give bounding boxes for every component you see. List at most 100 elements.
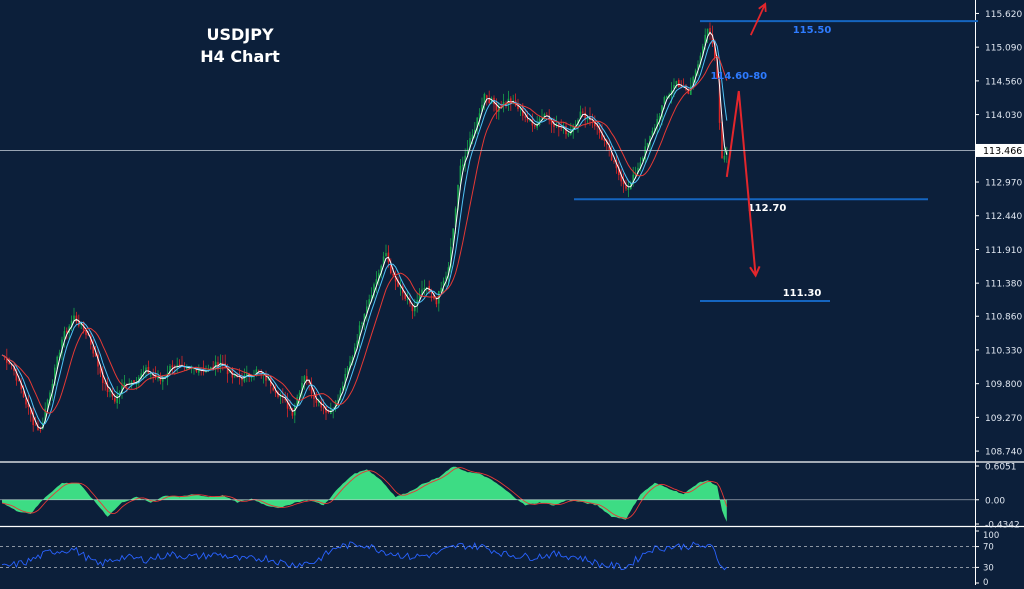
candle-body	[661, 105, 663, 118]
candle-body	[440, 287, 442, 293]
candle-body	[610, 151, 613, 161]
candle-body	[296, 397, 298, 407]
level-label-112.70: 112.70	[748, 203, 787, 214]
candle-body	[711, 34, 714, 44]
candle-body	[574, 124, 577, 126]
candle-body	[301, 382, 303, 393]
current-price-label: 113.466	[983, 146, 1022, 157]
candle-body	[106, 384, 109, 393]
candle-body	[459, 165, 462, 184]
candle-body	[13, 365, 15, 371]
candle-body	[327, 411, 330, 413]
candle-body	[414, 306, 416, 312]
candle-body	[286, 398, 289, 409]
candle-body	[397, 280, 399, 287]
candle-body	[118, 392, 121, 396]
rsi-tick-label: 70	[983, 543, 994, 553]
candle-body	[639, 162, 642, 169]
candle-body	[339, 390, 342, 400]
breakout-arrow	[749, 3, 767, 36]
candle-body	[658, 116, 661, 121]
candle-body	[361, 322, 363, 325]
candle-body	[488, 99, 490, 103]
candle-body	[714, 43, 716, 59]
candle-body	[140, 373, 142, 379]
candle-body	[318, 400, 320, 403]
candle-body	[560, 127, 562, 129]
candle-body	[248, 374, 250, 377]
candle-body	[102, 372, 104, 383]
y-tick-label: 109.800	[985, 380, 1022, 390]
candle-body	[198, 369, 200, 373]
candle-body	[162, 377, 164, 382]
candle-body	[63, 331, 66, 340]
candle-body	[279, 396, 282, 397]
oscillator-signal-line	[1, 467, 728, 520]
projection-path	[725, 90, 757, 276]
candle-body	[109, 390, 111, 392]
candle-body	[644, 146, 646, 160]
candle-body	[702, 46, 704, 56]
candle-body	[15, 370, 18, 381]
candle-body	[409, 300, 411, 304]
y-tick-label: 112.970	[985, 179, 1022, 189]
candle-body	[399, 287, 402, 289]
candle-body	[303, 376, 306, 383]
candle-body	[598, 127, 601, 134]
candle-body	[474, 129, 476, 135]
candle-body	[342, 385, 344, 390]
candle-body	[517, 105, 519, 110]
candle-body	[603, 138, 606, 141]
candle-body	[478, 113, 481, 120]
y-tick-label: 114.030	[985, 111, 1022, 121]
candle-body	[310, 383, 313, 394]
candle-body	[205, 371, 207, 372]
candle-body	[87, 334, 90, 336]
candle-body	[241, 377, 243, 381]
candle-body	[385, 253, 387, 257]
candle-body	[666, 95, 668, 99]
rsi-tick-label: 100	[983, 531, 999, 541]
level-label-115.50: 115.50	[793, 25, 832, 36]
candle-body	[524, 116, 526, 118]
candle-body	[651, 130, 654, 136]
candle-body	[493, 97, 495, 105]
candle-body	[447, 267, 450, 278]
candle-body	[94, 352, 97, 357]
candle-body	[212, 366, 214, 369]
candle-body	[390, 263, 392, 274]
candle-body	[454, 208, 457, 228]
candle-body	[354, 347, 356, 356]
candle-body	[337, 399, 339, 402]
candle-body	[534, 125, 536, 127]
candle-body	[678, 79, 680, 87]
candle-body	[284, 398, 286, 401]
candle-body	[164, 375, 166, 377]
candle-body	[370, 295, 373, 301]
candle-body	[274, 390, 277, 394]
candle-body	[217, 362, 219, 368]
candle-body	[526, 118, 529, 121]
candle-body	[18, 380, 20, 381]
candle-body	[430, 290, 433, 294]
candle-body	[6, 357, 8, 363]
y-tick-label: 115.090	[985, 44, 1022, 54]
candle-body	[358, 325, 361, 339]
candle-body	[92, 346, 94, 354]
candle-body	[656, 119, 658, 128]
chart-title: USDJPY	[206, 25, 273, 44]
candle-body	[704, 34, 706, 46]
candle-body	[277, 391, 279, 397]
candle-body	[186, 367, 188, 369]
candle-body	[380, 265, 382, 275]
candle-body	[145, 367, 147, 371]
y-tick-label: 108.740	[985, 448, 1022, 458]
candle-body	[646, 142, 649, 147]
candle-body	[70, 320, 73, 328]
candle-body	[406, 298, 409, 300]
candle-body	[421, 289, 423, 295]
candle-body	[586, 116, 589, 120]
candle-body	[351, 356, 354, 363]
